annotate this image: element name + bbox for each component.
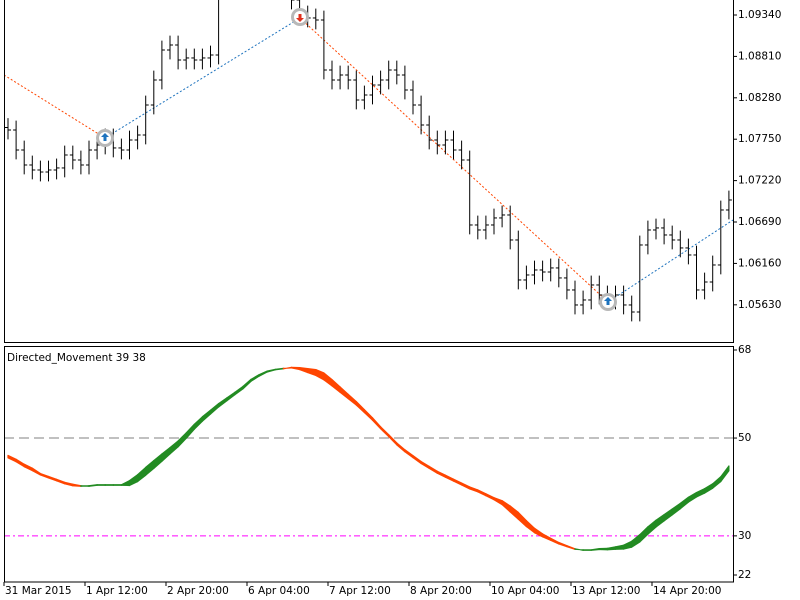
x-tick-label: 2 Apr 20:00	[167, 585, 229, 597]
y-tick-label: 1.07750	[738, 133, 781, 145]
indicator-title: Directed_Movement 39 38	[7, 352, 146, 364]
y-tick-label: 1.08280	[738, 92, 781, 104]
x-tick-label: 13 Apr 12:00	[572, 585, 640, 597]
x-tick-label: 6 Apr 04:00	[248, 585, 310, 597]
y-tick-label: 50	[738, 432, 751, 444]
y-tick-label: 1.08810	[738, 50, 781, 62]
buy-arrow	[101, 133, 109, 141]
x-tick-label: 10 Apr 04:00	[491, 585, 559, 597]
indicator-plot	[4, 366, 733, 551]
indicator-frame	[4, 346, 734, 583]
band-segment	[720, 465, 730, 483]
buy-arrow	[604, 297, 612, 305]
x-tick-label: 8 Apr 20:00	[410, 585, 472, 597]
y-tick-label: 1.05630	[738, 299, 781, 311]
trade-line	[607, 219, 733, 303]
y-tick-label: 68	[738, 344, 751, 356]
sell-arrow	[296, 14, 304, 22]
band-segment	[598, 547, 609, 551]
x-tick-label: 1 Apr 12:00	[86, 585, 148, 597]
x-tick-label: 31 Mar 2015	[5, 585, 72, 597]
y-tick-label: 1.06160	[738, 257, 781, 269]
trade-markers	[96, 8, 617, 311]
y-tick-label: 22	[738, 569, 751, 581]
y-tick-label: 1.07220	[738, 175, 781, 187]
y-tick-label: 1.09340	[738, 9, 781, 21]
y-tick-label: 1.06690	[738, 216, 781, 228]
price-plot	[4, 0, 733, 322]
x-tick-label: 7 Apr 12:00	[329, 585, 391, 597]
price-frame	[4, 0, 734, 343]
y-tick-label: 30	[738, 530, 751, 542]
trade-line	[299, 17, 609, 303]
x-tick-label: 14 Apr 20:00	[653, 585, 721, 597]
